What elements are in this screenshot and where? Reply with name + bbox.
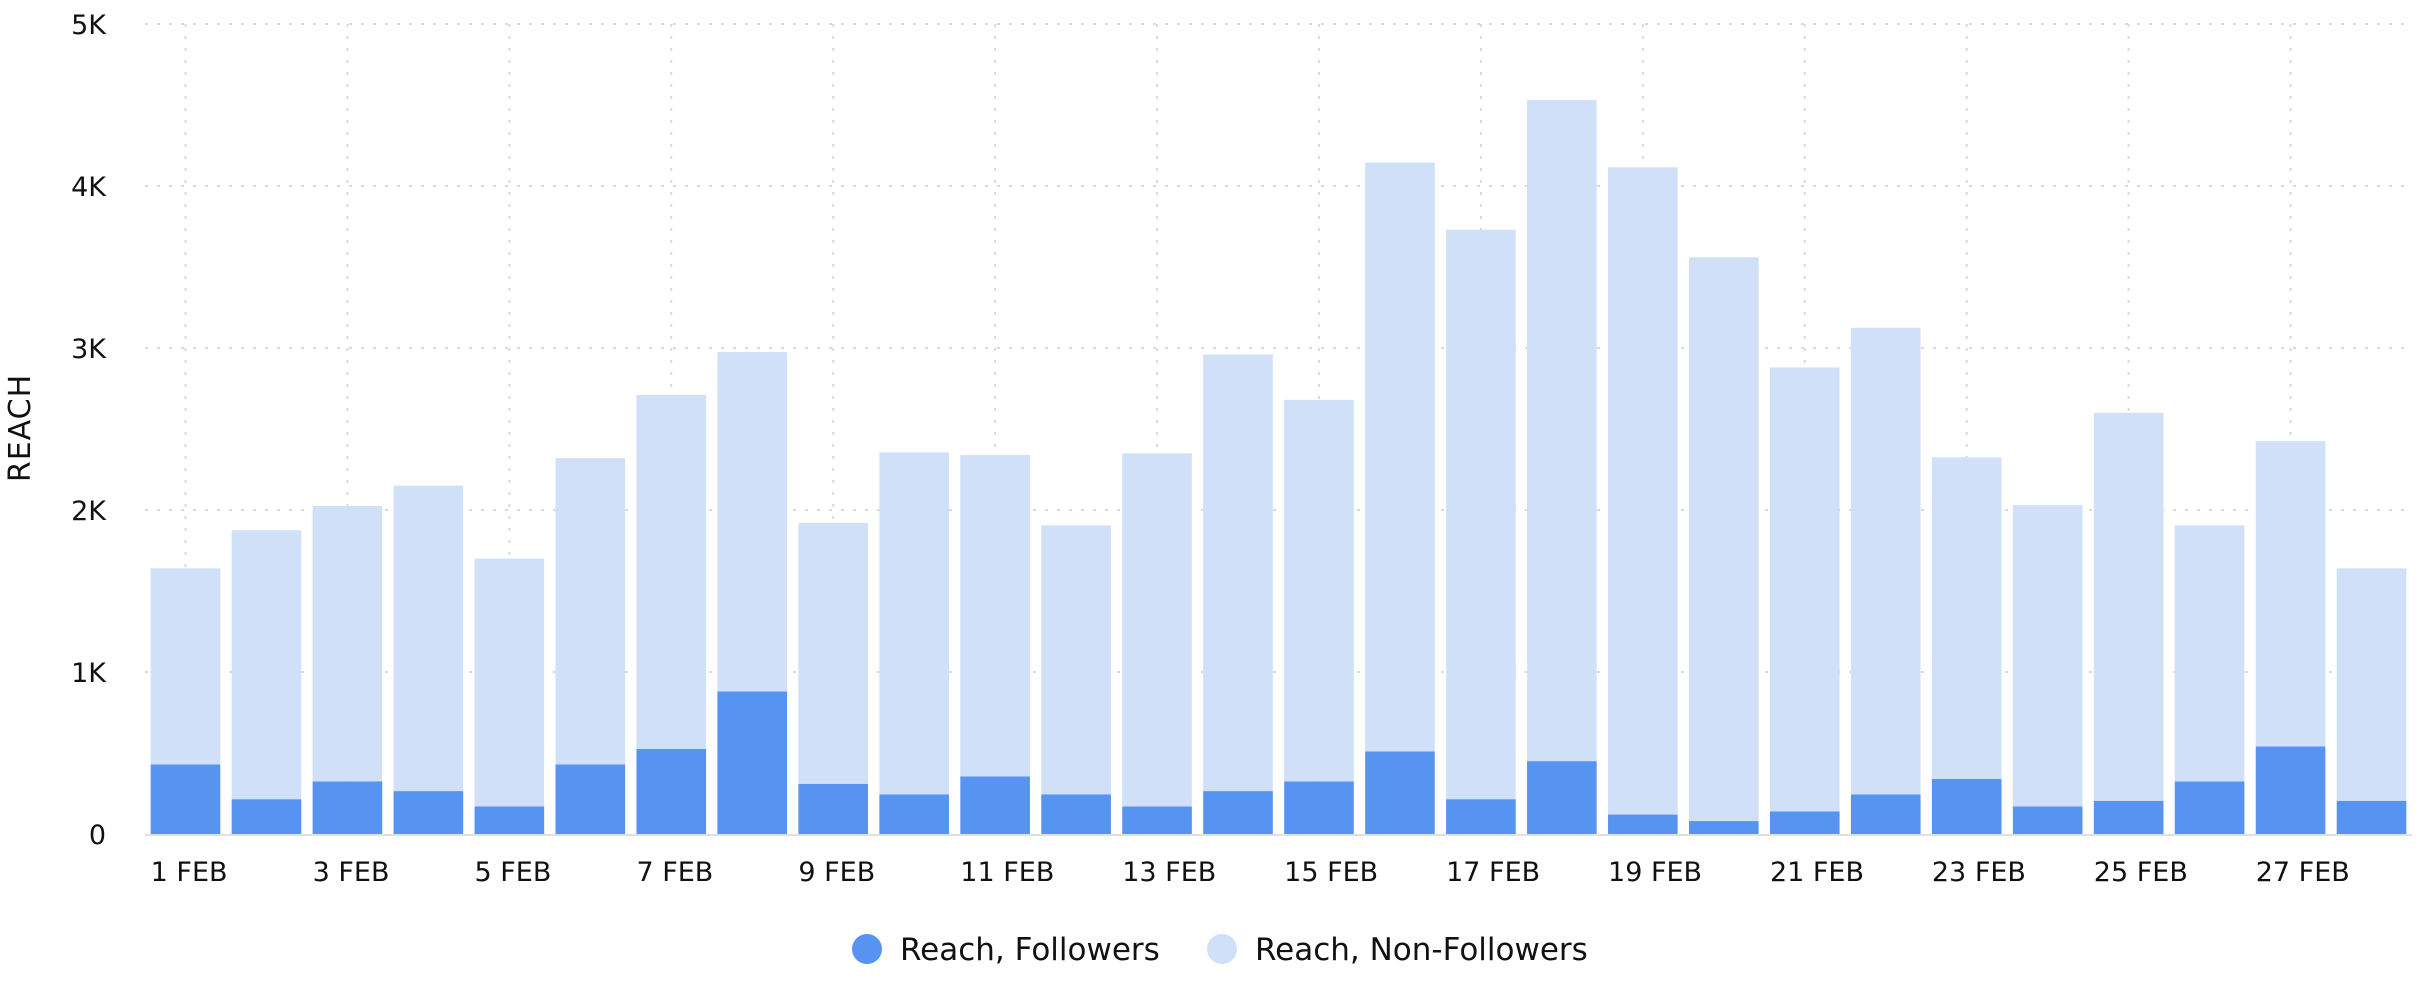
- y-tick-label: 2K: [71, 496, 107, 527]
- legend-label: Reach, Non-Followers: [1255, 932, 1588, 968]
- x-tick-label: 7 FEB: [636, 857, 713, 888]
- bar-segment-followers[interactable]: [1527, 761, 1597, 834]
- bar-segment-non-followers[interactable]: [231, 530, 302, 800]
- y-tick-label: 5K: [71, 10, 107, 41]
- x-tick-label: 23 FEB: [1932, 857, 2026, 888]
- bar-segment-non-followers[interactable]: [798, 522, 869, 784]
- bar-segment-non-followers[interactable]: [1041, 525, 1111, 795]
- x-tick-label: 25 FEB: [2094, 857, 2188, 888]
- x-tick-label: 27 FEB: [2256, 857, 2350, 888]
- bar-segment-non-followers[interactable]: [312, 505, 383, 782]
- bar-segment-followers[interactable]: [879, 794, 949, 834]
- legend[interactable]: Reach, Followers Reach, Non-Followers: [852, 932, 1588, 968]
- bar-segment-followers[interactable]: [150, 764, 221, 834]
- bar-segment-non-followers[interactable]: [636, 394, 707, 749]
- bar-segment-followers[interactable]: [393, 791, 464, 834]
- x-tick-label: 17 FEB: [1446, 857, 1540, 888]
- bar-segment-followers[interactable]: [1688, 821, 1759, 834]
- legend-swatch: [852, 934, 882, 964]
- bar-segment-non-followers[interactable]: [393, 485, 464, 792]
- bar-segment-followers[interactable]: [717, 691, 788, 834]
- bar-segment-non-followers[interactable]: [2093, 412, 2164, 801]
- bar-segment-non-followers[interactable]: [1446, 229, 1516, 800]
- bar-segment-non-followers[interactable]: [1608, 167, 1678, 815]
- y-tick-label: 3K: [71, 334, 107, 365]
- x-tick-label: 21 FEB: [1770, 857, 1864, 888]
- bar-segment-followers[interactable]: [1284, 781, 1354, 834]
- bar-segment-non-followers[interactable]: [150, 568, 221, 765]
- x-tick-label: 3 FEB: [313, 857, 390, 888]
- bar-segment-followers[interactable]: [2336, 800, 2407, 834]
- bar-segment-followers[interactable]: [1122, 806, 1192, 834]
- bar-segment-followers[interactable]: [1365, 751, 1435, 834]
- bar-segment-followers[interactable]: [2012, 806, 2083, 834]
- bar-segment-non-followers[interactable]: [960, 454, 1030, 777]
- legend-item-non-followers[interactable]: Reach, Non-Followers: [1207, 932, 1588, 968]
- y-tick-label: 4K: [71, 172, 107, 203]
- bar-segment-non-followers[interactable]: [717, 352, 788, 692]
- bar-segment-followers[interactable]: [636, 748, 707, 834]
- bar-segment-followers[interactable]: [960, 776, 1030, 834]
- bar-segment-non-followers[interactable]: [2174, 525, 2245, 782]
- bar-segment-non-followers[interactable]: [1769, 367, 1840, 812]
- y-tick-label: 0: [89, 820, 106, 851]
- legend-swatch: [1207, 934, 1237, 964]
- x-tick-label: 15 FEB: [1284, 857, 1378, 888]
- bar-segment-non-followers[interactable]: [2336, 568, 2407, 801]
- bar-segment-followers[interactable]: [2255, 746, 2326, 834]
- bar-segment-followers[interactable]: [798, 783, 869, 834]
- bar-segment-non-followers[interactable]: [1365, 162, 1435, 752]
- bar-segment-non-followers[interactable]: [1284, 399, 1354, 782]
- bar-segment-followers[interactable]: [1041, 794, 1111, 834]
- bars: [145, 100, 2412, 836]
- bar-segment-non-followers[interactable]: [879, 452, 949, 795]
- bar-segment-followers[interactable]: [1203, 791, 1273, 834]
- x-tick-label: 19 FEB: [1608, 857, 1702, 888]
- y-axis-ticks: 0 1K 2K 3K 4K 5K: [71, 10, 107, 851]
- y-axis-title: REACH: [3, 374, 38, 482]
- x-tick-label: 5 FEB: [475, 857, 552, 888]
- x-tick-label: 9 FEB: [798, 857, 875, 888]
- bar-segment-non-followers[interactable]: [1527, 100, 1597, 762]
- x-tick-label: 1 FEB: [151, 857, 228, 888]
- legend-item-followers[interactable]: Reach, Followers: [852, 932, 1160, 968]
- bar-segment-non-followers[interactable]: [1203, 354, 1273, 792]
- bar-segment-followers[interactable]: [2174, 781, 2245, 834]
- bar-segment-followers[interactable]: [1769, 811, 1840, 834]
- bar-segment-followers[interactable]: [1850, 794, 1921, 834]
- bar-segment-followers[interactable]: [231, 799, 302, 834]
- x-tick-label: 13 FEB: [1122, 857, 1216, 888]
- bar-segment-followers[interactable]: [1931, 778, 2002, 834]
- bar-segment-non-followers[interactable]: [2255, 441, 2326, 747]
- bar-segment-followers[interactable]: [1446, 799, 1516, 834]
- x-tick-label: 11 FEB: [960, 857, 1054, 888]
- bar-segment-non-followers[interactable]: [474, 558, 545, 807]
- bar-segment-non-followers[interactable]: [1931, 457, 2002, 779]
- bar-segment-non-followers[interactable]: [1122, 453, 1192, 807]
- bar-segment-followers[interactable]: [312, 781, 383, 834]
- bar-segment-non-followers[interactable]: [1850, 327, 1921, 795]
- bar-segment-non-followers[interactable]: [1688, 257, 1759, 822]
- x-axis-ticks: 1 FEB 3 FEB 5 FEB 7 FEB 9 FEB 11 FEB 13 FEB 15 …: [151, 857, 2350, 888]
- bar-segment-followers[interactable]: [474, 806, 545, 834]
- legend-label: Reach, Followers: [900, 932, 1160, 968]
- bar-segment-non-followers[interactable]: [2012, 505, 2083, 807]
- bar-segment-non-followers[interactable]: [555, 458, 626, 765]
- bar-segment-followers[interactable]: [2093, 800, 2164, 834]
- y-tick-label: 1K: [71, 658, 107, 689]
- bar-segment-followers[interactable]: [1608, 814, 1678, 834]
- bar-segment-followers[interactable]: [555, 764, 626, 834]
